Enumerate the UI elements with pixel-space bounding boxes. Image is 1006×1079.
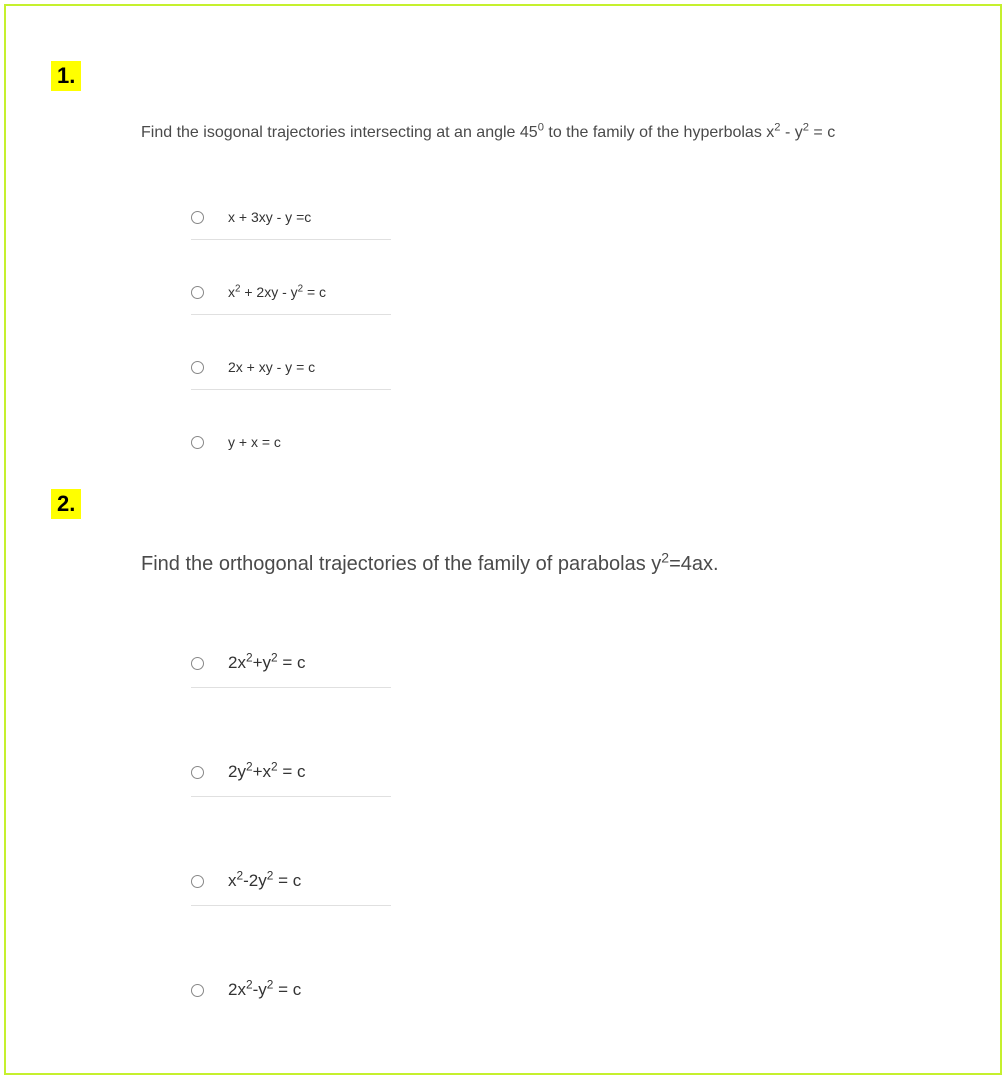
option-row[interactable]: y + x = c [191,420,391,464]
option-row[interactable]: 2x2+y2 = c [191,639,391,688]
option-label: 2x2+y2 = c [228,653,306,673]
q1-text-part: - y [781,124,803,141]
q1-text-part: Find the isogonal trajectories intersect… [141,124,538,141]
option-label: y + x = c [228,434,281,450]
q1-text-part: = c [809,124,835,141]
option-row[interactable]: 2x2-y2 = c [191,966,391,1014]
radio-icon[interactable] [191,211,204,224]
option-label: x2 + 2xy - y2 = c [228,284,326,300]
option-label: x2-2y2 = c [228,871,301,891]
question-text-1: Find the isogonal trajectories intersect… [141,121,970,145]
question-number-2: 2. [51,489,81,519]
q2-sup: 2 [661,549,669,565]
radio-icon[interactable] [191,657,204,670]
q2-text-part: =4ax. [669,553,718,575]
question-1: 1. Find the isogonal trajectories inters… [101,61,970,464]
options-group-1: x + 3xy - y =c x2 + 2xy - y2 = c 2x + xy… [191,195,970,464]
q2-text-part: Find the orthogonal trajectories of the … [141,553,661,575]
question-text-2: Find the orthogonal trajectories of the … [141,549,970,579]
radio-icon[interactable] [191,286,204,299]
options-group-2: 2x2+y2 = c 2y2+x2 = c x2-2y2 = c 2x2-y2 … [191,639,970,1014]
option-label: 2x2-y2 = c [228,980,301,1000]
option-row[interactable]: x2-2y2 = c [191,857,391,906]
option-label: 2x + xy - y = c [228,359,315,375]
option-label: x + 3xy - y =c [228,209,311,225]
option-row[interactable]: x2 + 2xy - y2 = c [191,270,391,315]
option-label: 2y2+x2 = c [228,762,306,782]
radio-icon[interactable] [191,766,204,779]
option-row[interactable]: 2x + xy - y = c [191,345,391,390]
quiz-page: 1. Find the isogonal trajectories inters… [4,4,1002,1075]
question-number-1: 1. [51,61,81,91]
radio-icon[interactable] [191,436,204,449]
radio-icon[interactable] [191,875,204,888]
q1-text-part: to the family of the hyperbolas x [544,124,774,141]
radio-icon[interactable] [191,984,204,997]
option-row[interactable]: x + 3xy - y =c [191,195,391,240]
option-row[interactable]: 2y2+x2 = c [191,748,391,797]
radio-icon[interactable] [191,361,204,374]
question-2: 2. Find the orthogonal trajectories of t… [101,489,970,1014]
